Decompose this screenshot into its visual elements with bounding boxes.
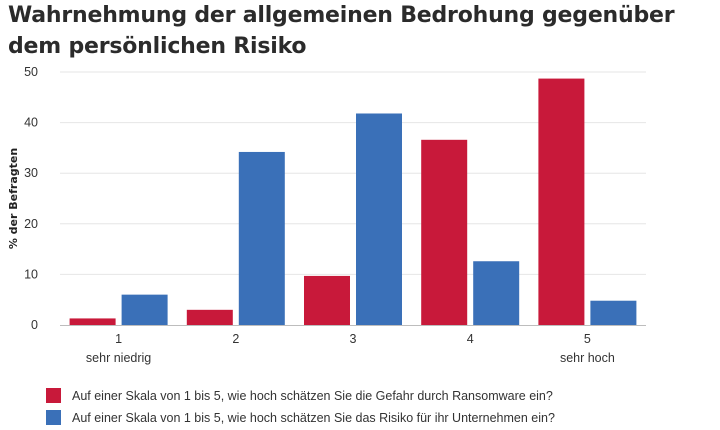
x-tick-sublabel: sehr hoch <box>560 351 615 365</box>
bar-series2-4 <box>473 261 520 325</box>
legend-swatch-unternehmen <box>46 410 61 425</box>
x-tick-label: 3 <box>350 332 357 346</box>
y-tick-label: 40 <box>24 116 38 130</box>
bar-series1-1 <box>69 318 116 325</box>
y-axis-ticks: 0 10 20 30 40 50 <box>24 65 38 332</box>
bar-series2-2 <box>238 151 285 325</box>
legend: Auf einer Skala von 1 bis 5, wie hoch sc… <box>46 386 555 430</box>
x-axis-ticks: 1 sehr niedrig 2 3 4 5 sehr hoch <box>86 332 615 365</box>
bar-series1-4 <box>421 139 468 325</box>
legend-label-unternehmen: Auf einer Skala von 1 bis 5, wie hoch sc… <box>72 410 555 425</box>
y-tick-label: 0 <box>31 318 38 332</box>
bar-series2-1 <box>121 294 168 325</box>
bar-series2-3 <box>356 113 402 325</box>
legend-item-ransomware: Auf einer Skala von 1 bis 5, wie hoch sc… <box>46 386 555 405</box>
bar-series2-5 <box>590 300 637 325</box>
legend-label-ransomware: Auf einer Skala von 1 bis 5, wie hoch sc… <box>72 388 553 403</box>
x-tick-label: 2 <box>232 332 239 346</box>
bars <box>69 78 637 325</box>
y-tick-label: 20 <box>24 217 38 231</box>
x-tick-label: 5 <box>584 332 591 346</box>
legend-swatch-ransomware <box>46 388 61 403</box>
legend-item-unternehmen: Auf einer Skala von 1 bis 5, wie hoch sc… <box>46 408 555 427</box>
y-axis-label: % der Befragten <box>7 148 20 249</box>
y-tick-label: 30 <box>24 166 38 180</box>
x-tick-label: 4 <box>467 332 474 346</box>
y-tick-label: 10 <box>24 267 38 281</box>
y-tick-label: 50 <box>24 65 38 79</box>
chart-title: Wahrnehmung der allgemeinen Bedrohung ge… <box>8 3 675 59</box>
bar-series1-2 <box>186 309 233 325</box>
x-tick-label: 1 <box>115 332 122 346</box>
bar-series1-5 <box>538 78 585 325</box>
x-tick-sublabel: sehr niedrig <box>86 351 151 365</box>
bar-series1-3 <box>304 275 350 325</box>
